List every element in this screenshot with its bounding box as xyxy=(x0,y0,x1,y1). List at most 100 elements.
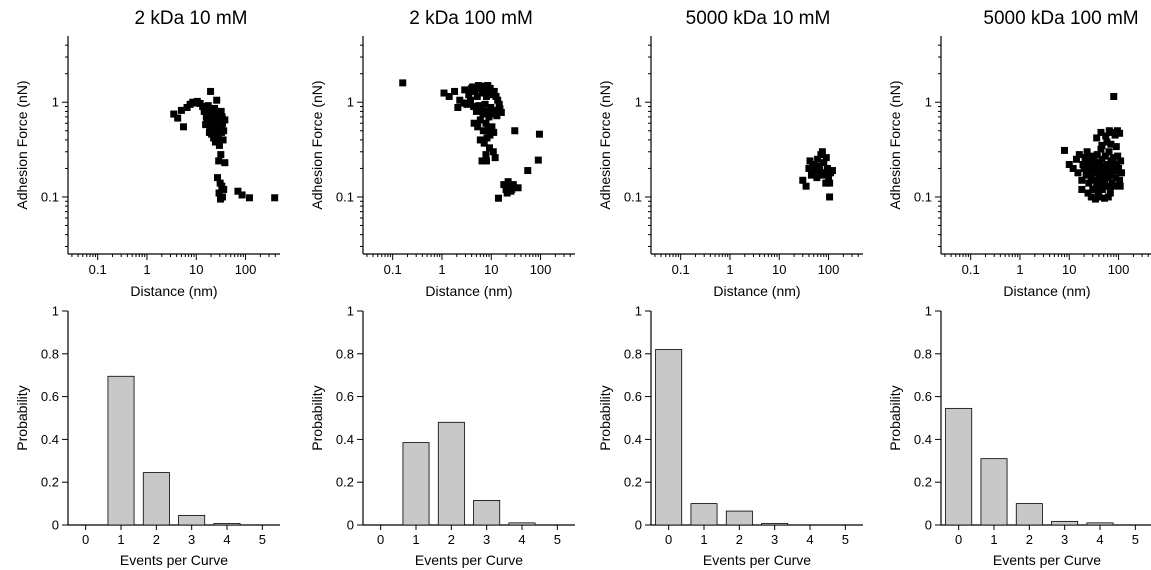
data-point xyxy=(212,123,220,131)
data-point xyxy=(1081,154,1089,162)
data-point xyxy=(826,193,834,201)
y-axis-label: Adhesion Force (nN) xyxy=(14,80,30,209)
data-point xyxy=(806,157,814,165)
data-point xyxy=(494,96,502,104)
data-point xyxy=(1097,145,1105,153)
data-point xyxy=(1078,176,1086,184)
y-tick-label: 0.1 xyxy=(336,189,354,204)
y-tick-label: 0 xyxy=(347,518,354,533)
data-point xyxy=(179,123,187,131)
x-tick-label: 4 xyxy=(1096,532,1103,547)
y-tick-label: 0 xyxy=(52,518,59,533)
data-point xyxy=(822,179,830,187)
data-point xyxy=(245,194,253,202)
data-point xyxy=(1087,174,1095,182)
data-point xyxy=(467,96,475,104)
data-point xyxy=(487,103,495,111)
x-tick-label: 1 xyxy=(412,532,419,547)
data-point xyxy=(1101,176,1109,184)
y-tick-label: 0.6 xyxy=(336,389,354,404)
x-axis-label: Events per Curve xyxy=(993,552,1101,568)
data-point xyxy=(495,100,503,108)
data-point xyxy=(507,187,515,195)
data-point xyxy=(500,181,508,189)
data-point xyxy=(208,130,216,138)
data-point xyxy=(1074,169,1082,177)
data-point xyxy=(215,141,223,149)
data-point xyxy=(1091,176,1099,184)
y-tick-label: 0.1 xyxy=(41,189,59,204)
data-point xyxy=(213,136,221,144)
data-point xyxy=(496,105,504,113)
data-point xyxy=(477,105,485,113)
data-point xyxy=(480,86,488,94)
data-point xyxy=(177,106,185,114)
data-point xyxy=(445,92,453,100)
data-point xyxy=(814,155,822,163)
data-point xyxy=(1111,131,1119,139)
data-point xyxy=(1078,185,1086,193)
data-point xyxy=(812,167,820,175)
panel-title: 2 kDa 100 mM xyxy=(409,8,533,29)
x-tick-label: 0.1 xyxy=(672,262,690,277)
x-tick-label: 4 xyxy=(806,532,813,547)
data-point xyxy=(815,162,823,170)
data-point xyxy=(1109,162,1117,170)
y-axis-label: Adhesion Force (nN) xyxy=(309,80,325,209)
x-tick-label: 10 xyxy=(189,262,203,277)
data-point xyxy=(1105,148,1113,156)
data-point xyxy=(1111,167,1119,175)
data-point xyxy=(1118,169,1126,177)
data-point xyxy=(1110,182,1118,190)
data-point xyxy=(828,167,836,175)
data-point xyxy=(234,187,242,195)
data-point xyxy=(509,181,517,189)
y-tick-label: 0.2 xyxy=(336,475,354,490)
data-point xyxy=(460,99,468,107)
x-tick-label: 0.1 xyxy=(89,262,107,277)
data-point xyxy=(1085,179,1093,187)
data-point xyxy=(207,87,215,95)
data-point xyxy=(1101,194,1109,202)
data-point xyxy=(818,148,826,156)
data-point xyxy=(483,107,491,115)
data-point xyxy=(479,127,487,135)
data-point xyxy=(818,171,826,179)
data-point xyxy=(218,113,226,121)
data-point xyxy=(1102,169,1110,177)
y-tick-label: 1 xyxy=(52,304,59,319)
data-point xyxy=(481,100,489,108)
x-tick-label: 1 xyxy=(990,532,997,547)
data-point xyxy=(461,86,469,94)
data-point xyxy=(534,156,542,164)
x-tick-label: 1 xyxy=(1016,262,1023,277)
data-point xyxy=(1103,138,1111,146)
x-tick-label: 5 xyxy=(842,532,849,547)
y-axis-label: Probability xyxy=(887,385,903,450)
panel-title: 5000 kDa 100 mM xyxy=(983,8,1138,29)
data-point xyxy=(210,134,218,142)
data-point xyxy=(474,123,482,131)
data-point xyxy=(1110,92,1118,100)
data-point xyxy=(470,119,478,127)
x-tick-label: 100 xyxy=(235,262,257,277)
data-point xyxy=(238,191,246,199)
data-point xyxy=(535,130,543,138)
data-point xyxy=(482,157,490,165)
data-point xyxy=(454,103,462,111)
data-point xyxy=(821,169,829,177)
data-point xyxy=(807,171,815,179)
data-point xyxy=(524,167,532,175)
data-point xyxy=(1069,164,1077,172)
x-tick-label: 0.1 xyxy=(384,262,402,277)
scatter-panel: 0.1 1 10 100 0.1 1 5000 kDa 100 mM Distance (nm… xyxy=(887,8,1151,299)
data-point xyxy=(1116,182,1124,190)
x-tick-label: 0 xyxy=(665,532,672,547)
x-axis-label: Events per Curve xyxy=(703,552,811,568)
y-axis-label: Adhesion Force (nN) xyxy=(597,80,613,209)
data-point xyxy=(816,167,824,175)
data-point xyxy=(465,91,473,99)
x-axis-label: Distance (nm) xyxy=(713,283,800,299)
data-point xyxy=(217,151,225,159)
